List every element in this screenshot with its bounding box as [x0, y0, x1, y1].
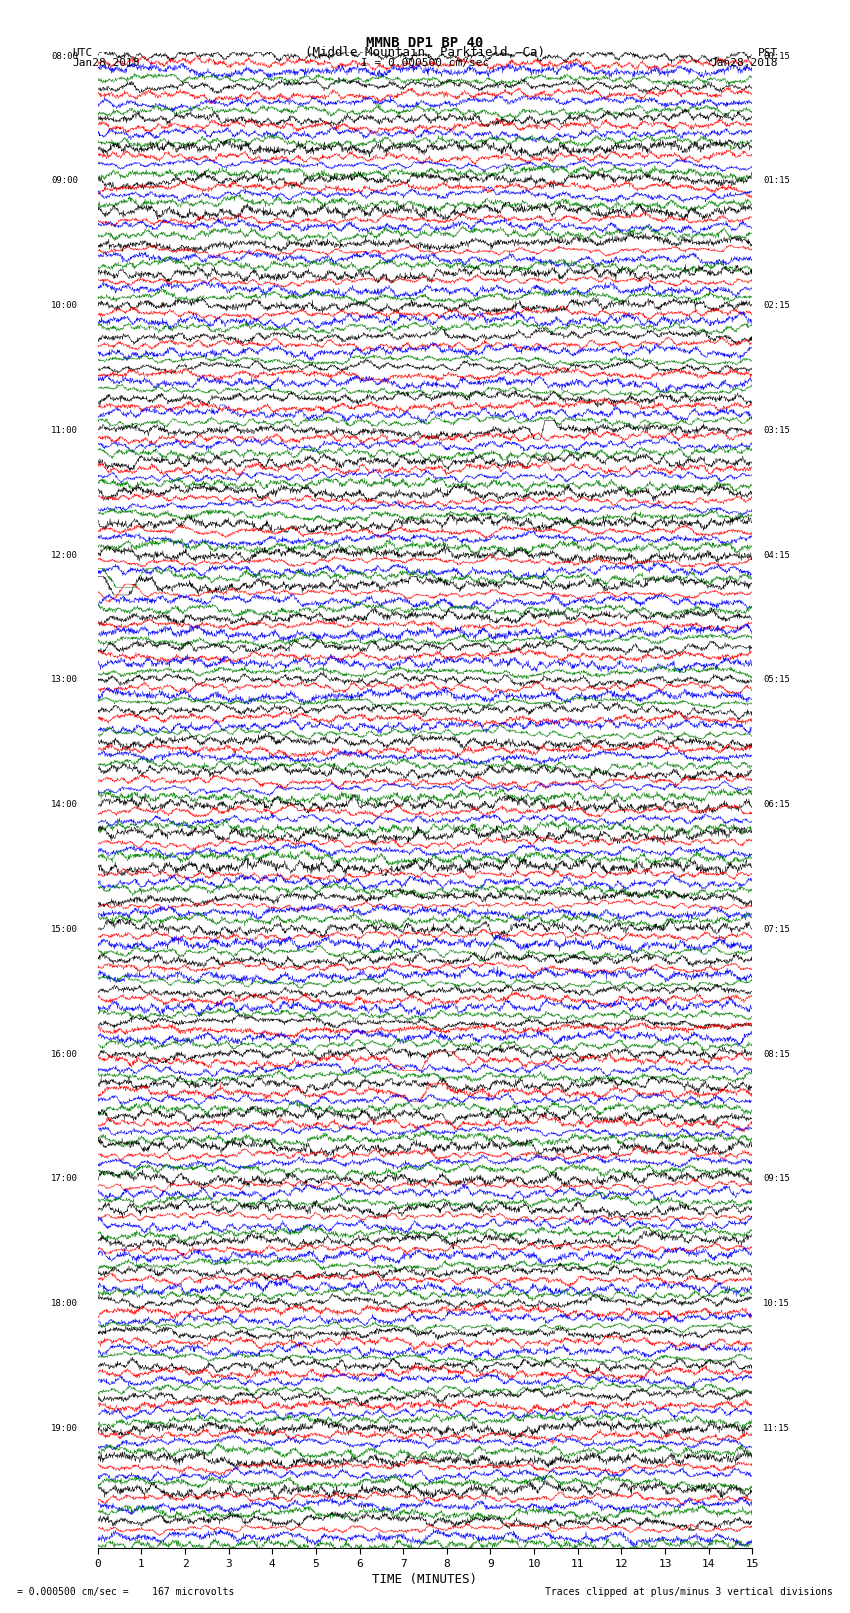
Text: I = 0.000500 cm/sec: I = 0.000500 cm/sec: [361, 58, 489, 68]
Text: 09:15: 09:15: [763, 1174, 790, 1184]
Text: 04:15: 04:15: [763, 550, 790, 560]
Text: 11:00: 11:00: [51, 426, 78, 436]
Text: 19:00: 19:00: [51, 1424, 78, 1432]
Text: 12:00: 12:00: [51, 550, 78, 560]
Text: 14:00: 14:00: [51, 800, 78, 810]
Text: MMNB DP1 BP 40: MMNB DP1 BP 40: [366, 37, 484, 50]
Text: 08:00: 08:00: [51, 52, 78, 61]
Text: 08:15: 08:15: [763, 1050, 790, 1058]
Text: 03:15: 03:15: [763, 426, 790, 436]
Text: 10:00: 10:00: [51, 302, 78, 310]
Text: 10:15: 10:15: [763, 1298, 790, 1308]
Text: 09:00: 09:00: [51, 176, 78, 185]
Text: 16:00: 16:00: [51, 1050, 78, 1058]
X-axis label: TIME (MINUTES): TIME (MINUTES): [372, 1573, 478, 1586]
Text: 00:15: 00:15: [763, 52, 790, 61]
Text: 07:15: 07:15: [763, 924, 790, 934]
Text: PST: PST: [757, 48, 778, 58]
Text: = 0.000500 cm/sec =    167 microvolts: = 0.000500 cm/sec = 167 microvolts: [17, 1587, 235, 1597]
Text: 02:15: 02:15: [763, 302, 790, 310]
Text: Jan28,2018: Jan28,2018: [711, 58, 778, 68]
Text: Jan28,2018: Jan28,2018: [72, 58, 139, 68]
Text: 06:15: 06:15: [763, 800, 790, 810]
Text: 17:00: 17:00: [51, 1174, 78, 1184]
Text: (Middle Mountain, Parkfield, Ca): (Middle Mountain, Parkfield, Ca): [305, 45, 545, 60]
Text: 13:00: 13:00: [51, 676, 78, 684]
Text: 11:15: 11:15: [763, 1424, 790, 1432]
Text: Traces clipped at plus/minus 3 vertical divisions: Traces clipped at plus/minus 3 vertical …: [545, 1587, 833, 1597]
Text: 05:15: 05:15: [763, 676, 790, 684]
Text: UTC: UTC: [72, 48, 93, 58]
Text: 15:00: 15:00: [51, 924, 78, 934]
Text: 18:00: 18:00: [51, 1298, 78, 1308]
Text: 01:15: 01:15: [763, 176, 790, 185]
